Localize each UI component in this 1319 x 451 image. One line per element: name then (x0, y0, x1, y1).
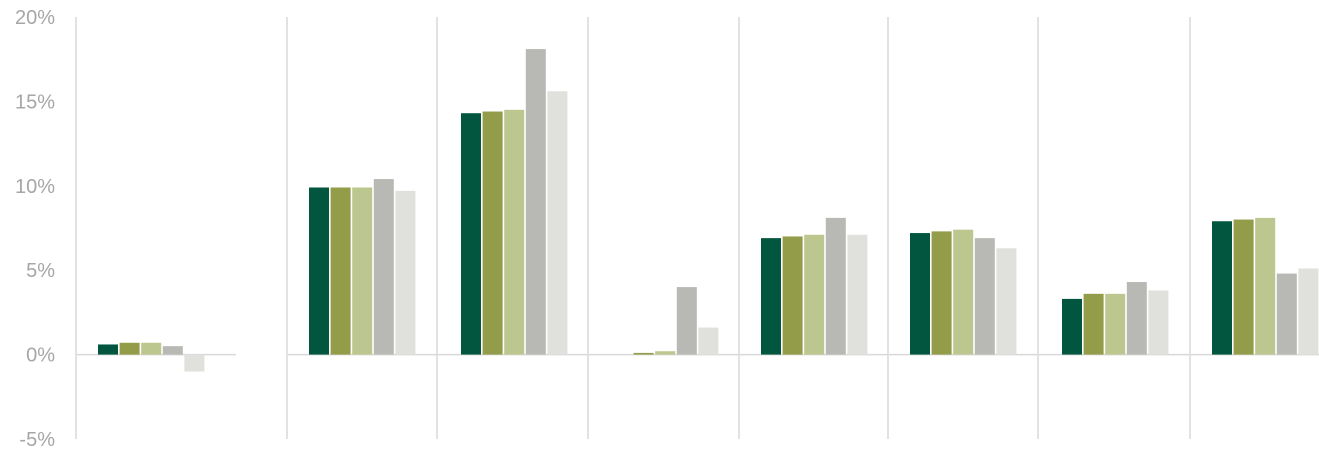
y-tick-label: 10% (15, 176, 55, 198)
bar (395, 190, 416, 355)
bar (461, 113, 481, 355)
bar (996, 248, 1017, 355)
bar (547, 91, 568, 355)
bar (698, 327, 719, 355)
bar (504, 109, 525, 355)
y-axis: -5% 0% 5% 10% 15% 20% (15, 7, 55, 451)
bar (525, 49, 546, 355)
y-tick-label: 20% (15, 7, 55, 29)
bar (162, 346, 183, 355)
bar (1233, 219, 1254, 355)
bar (1276, 273, 1297, 355)
bar (974, 238, 995, 355)
bar (953, 229, 974, 355)
bar (482, 111, 503, 355)
y-tick-label: 0% (26, 345, 55, 367)
bar (98, 344, 118, 355)
bar (1148, 290, 1169, 355)
bar (141, 342, 162, 355)
bar (676, 287, 697, 355)
bar (1105, 293, 1126, 355)
bar (910, 233, 930, 355)
bar (825, 217, 846, 355)
bar (1255, 217, 1276, 355)
bar (804, 234, 825, 355)
y-tick-label: 15% (15, 91, 55, 113)
bar (373, 179, 394, 355)
bar (352, 187, 373, 355)
bar (655, 351, 676, 355)
bar (847, 234, 868, 355)
group-separators (75, 17, 1191, 439)
bar (931, 231, 952, 355)
bar (782, 236, 803, 355)
bar (330, 187, 351, 355)
bar (633, 352, 654, 355)
bar (1212, 221, 1232, 355)
y-tick-label: -5% (19, 429, 55, 451)
bar (119, 342, 140, 355)
bars (98, 49, 1319, 372)
bar (1126, 282, 1147, 355)
y-tick-label: 5% (26, 260, 55, 282)
bar (184, 354, 205, 372)
bar (1298, 268, 1319, 355)
bar (761, 238, 781, 355)
bar (1083, 293, 1104, 355)
bar (1062, 298, 1082, 355)
bar (309, 187, 329, 355)
